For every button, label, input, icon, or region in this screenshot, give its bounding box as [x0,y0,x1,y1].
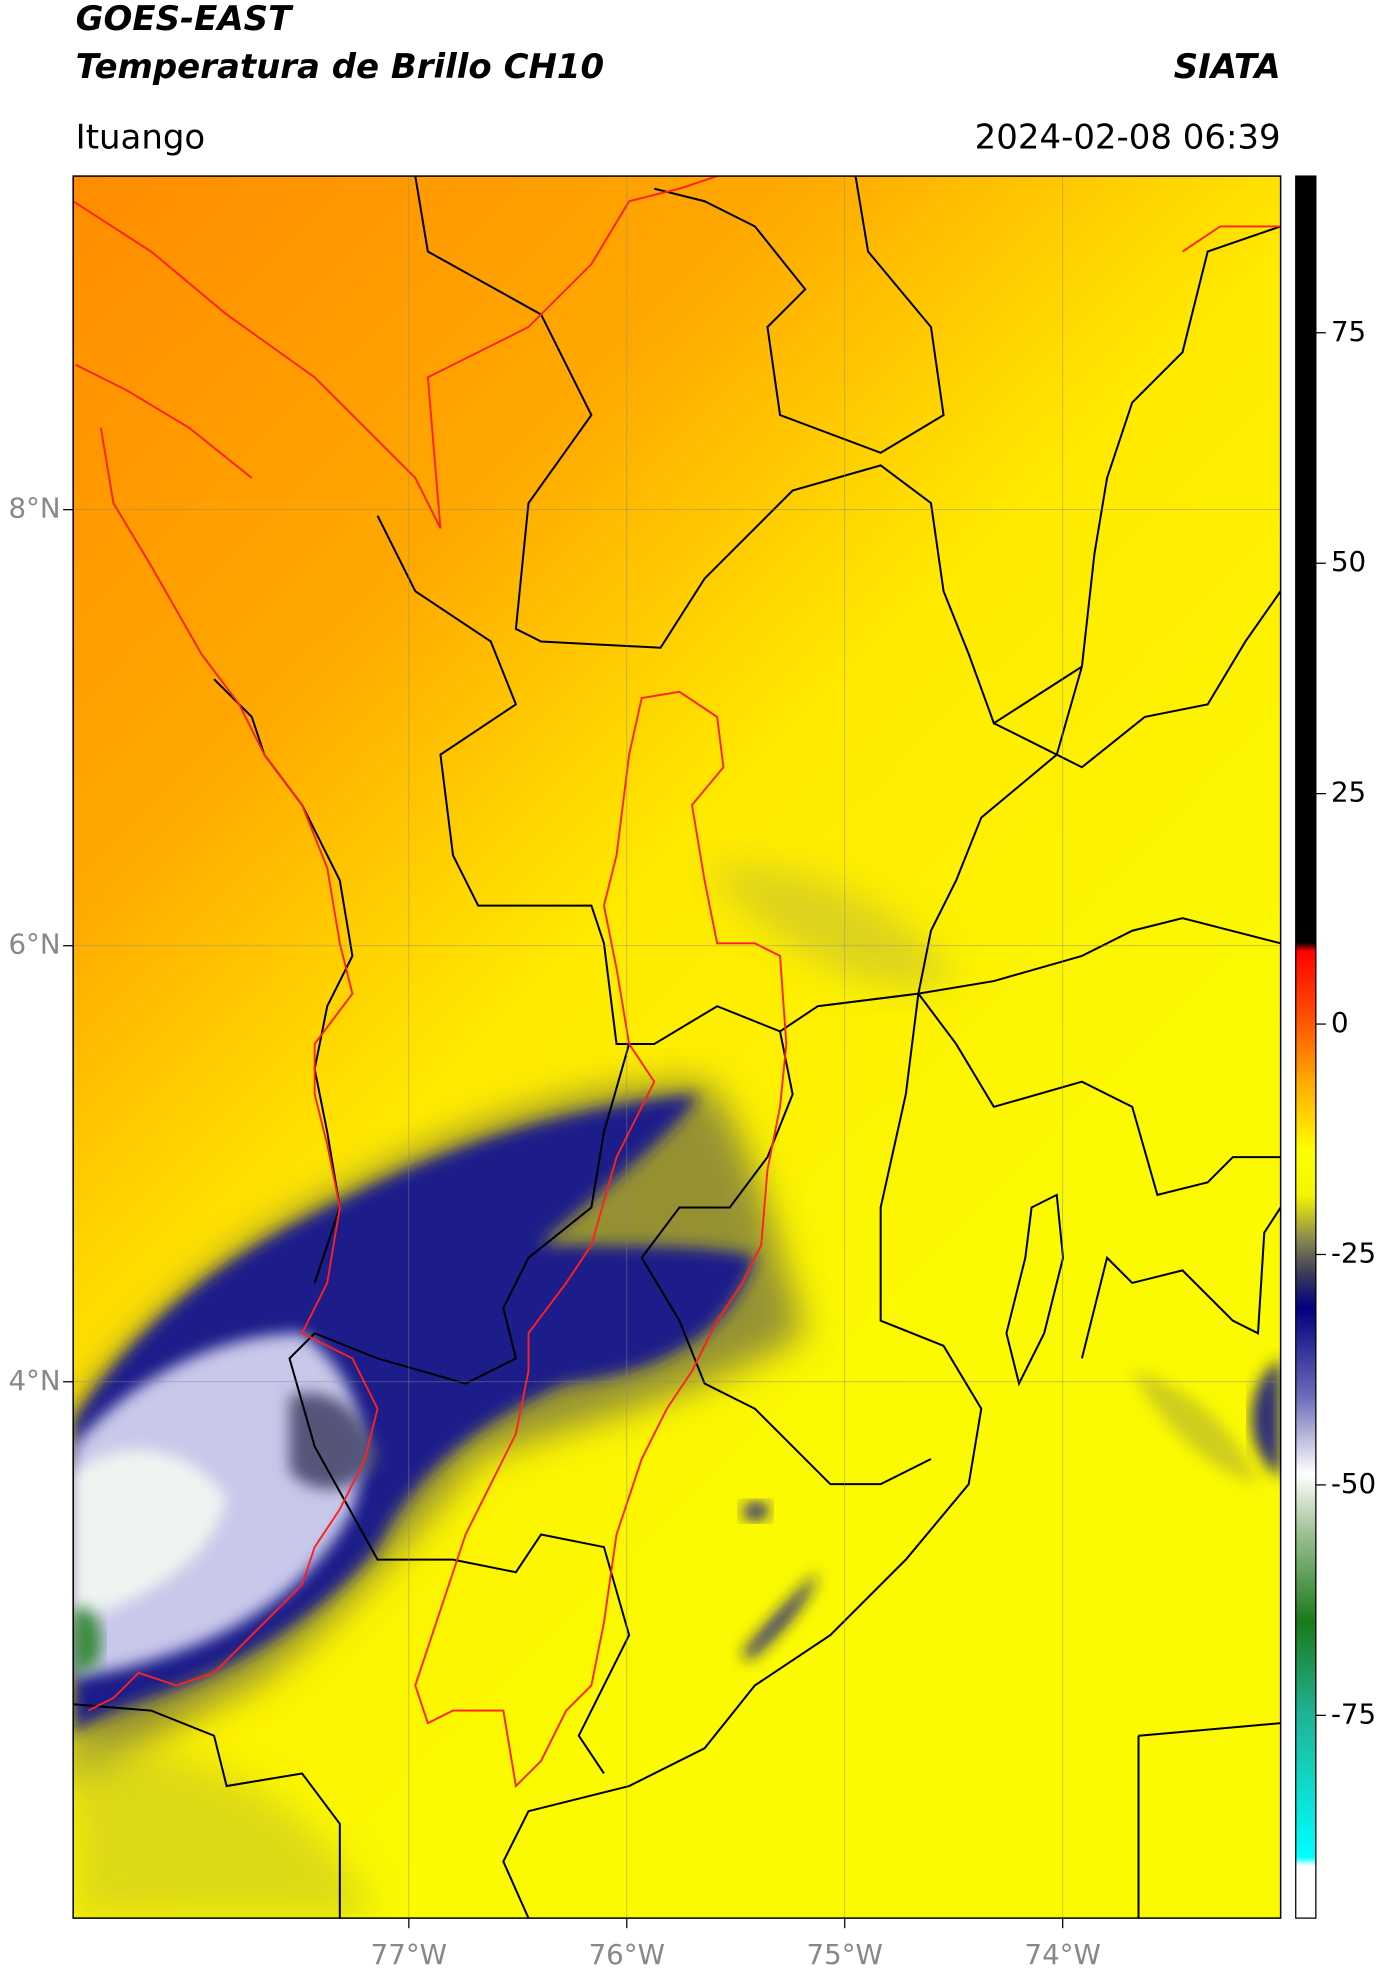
y-tick-label: 6°N [8,928,60,961]
graticule [73,176,1281,1919]
colorbar-tick-label: 75 [1331,315,1366,348]
x-tick-label: 75°W [807,1938,883,1971]
map-frame [72,175,1282,1919]
colorbar-tick-label: -25 [1331,1236,1376,1269]
colorbar-tick-label: 50 [1331,545,1366,578]
y-tick-label: 8°N [8,492,60,525]
x-tick-label: 74°W [1024,1938,1100,1971]
colorbar-tick-label: 0 [1331,1006,1349,1039]
colorbar-tick-label: -75 [1331,1697,1376,1730]
location: Ituango [76,117,206,157]
colorbar-tick-label: -50 [1331,1467,1376,1500]
colorbar [1295,175,1317,1919]
x-tick-label: 77°W [371,1938,447,1971]
x-tick-label: 76°W [589,1938,665,1971]
title: GOES-EAST [76,0,294,39]
timestamp: 2024-02-08 06:39 [975,117,1281,157]
map-field [73,176,1281,1919]
org: SIATA [1174,47,1281,87]
y-tick-label: 4°N [8,1364,60,1397]
subtitle: Temperatura de Brillo CH10 [76,47,604,87]
colorbar-tick-label: 25 [1331,776,1366,809]
